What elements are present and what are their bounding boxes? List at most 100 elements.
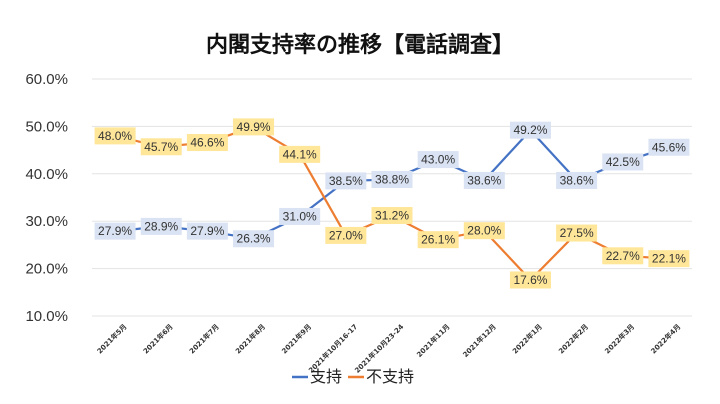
data-label-bg	[279, 145, 321, 163]
data-label-text: 44.1%	[283, 147, 317, 161]
x-tick-label: 2021年6月	[141, 322, 174, 355]
x-tick-label: 2021年12月	[461, 322, 498, 359]
data-label: 17.6%	[509, 271, 551, 289]
data-label-bg	[140, 217, 182, 235]
data-label: 38.5%	[325, 172, 367, 190]
data-label-text: 27.5%	[560, 226, 594, 240]
data-label: 38.6%	[463, 171, 505, 189]
data-label: 27.9%	[94, 222, 136, 240]
data-label-bg	[602, 247, 644, 265]
data-label-bg	[371, 207, 413, 225]
data-label-bg	[94, 222, 136, 240]
data-label: 22.1%	[648, 250, 690, 268]
data-labels: 27.9% 28.9% 27.9% 26.3% 31.0% 38.5% 38.8% 43.0%…	[94, 118, 690, 289]
x-tick-label: 2022年2月	[557, 322, 590, 355]
data-label-text: 43.0%	[421, 153, 455, 167]
y-tick-label: 40.0%	[25, 166, 68, 183]
data-label-text: 27.9%	[190, 224, 224, 238]
data-label: 38.8%	[371, 170, 413, 188]
data-label-bg	[279, 207, 321, 225]
data-label: 45.7%	[140, 138, 182, 156]
y-tick-label: 20.0%	[25, 261, 68, 278]
data-label: 26.1%	[417, 231, 459, 249]
data-label-text: 45.6%	[652, 140, 686, 154]
y-axis-ticks: 10.0% 20.0% 30.0% 40.0% 50.0% 60.0%	[25, 71, 68, 325]
data-label-text: 46.6%	[190, 136, 224, 150]
y-tick-label: 60.0%	[25, 71, 68, 88]
data-label-text: 27.9%	[98, 224, 132, 238]
legend-label: 支持	[310, 367, 342, 386]
data-label-text: 42.5%	[606, 155, 640, 169]
data-label: 26.3%	[233, 230, 275, 248]
data-label-bg	[325, 172, 367, 190]
data-label-text: 38.6%	[467, 173, 501, 187]
y-tick-label: 10.0%	[25, 308, 68, 325]
data-label-bg	[509, 271, 551, 289]
x-tick-label: 2021年7月	[187, 322, 220, 355]
legend-label: 不支持	[366, 367, 414, 386]
data-label: 27.5%	[556, 224, 598, 242]
data-label: 22.7%	[602, 247, 644, 265]
data-label-bg	[509, 121, 551, 139]
data-label-bg	[417, 231, 459, 249]
data-label-text: 28.9%	[144, 219, 178, 233]
legend-item: 不支持	[348, 367, 414, 386]
legend: 支持 不支持	[292, 367, 414, 386]
data-label: 38.6%	[556, 171, 598, 189]
data-label-text: 27.0%	[329, 228, 363, 242]
x-tick-label: 2021年9月	[280, 322, 313, 355]
data-label: 49.2%	[509, 121, 551, 139]
legend-item: 支持	[292, 367, 342, 386]
data-label-text: 26.1%	[421, 233, 455, 247]
data-label-text: 31.0%	[283, 209, 317, 223]
data-label: 46.6%	[186, 134, 228, 152]
data-label: 48.0%	[94, 127, 136, 145]
x-tick-label: 2021年8月	[233, 322, 266, 355]
data-label-text: 38.6%	[560, 173, 594, 187]
data-label-text: 28.0%	[467, 224, 501, 238]
data-label-bg	[371, 170, 413, 188]
data-label: 28.9%	[140, 217, 182, 235]
data-label: 27.9%	[186, 222, 228, 240]
y-tick-label: 50.0%	[25, 118, 68, 135]
data-label-bg	[602, 153, 644, 171]
data-label-bg	[556, 224, 598, 242]
data-label: 28.0%	[463, 222, 505, 240]
data-label-bg	[140, 138, 182, 156]
data-label-bg	[233, 230, 275, 248]
data-label-text: 38.8%	[375, 172, 409, 186]
data-label-text: 48.0%	[98, 129, 132, 143]
data-label-bg	[417, 151, 459, 169]
data-label-bg	[325, 226, 367, 244]
x-tick-label: 2021年5月	[95, 322, 128, 355]
data-label: 42.5%	[602, 153, 644, 171]
data-label-bg	[463, 222, 505, 240]
data-label-bg	[186, 134, 228, 152]
data-label: 44.1%	[279, 145, 321, 163]
x-tick-label: 2022年4月	[649, 322, 682, 355]
data-label-bg	[648, 250, 690, 268]
data-label-text: 17.6%	[513, 273, 547, 287]
data-label-text: 22.7%	[606, 249, 640, 263]
data-label-text: 22.1%	[652, 252, 686, 266]
chart-title: 内閣支持率の推移【電話調査】	[206, 32, 514, 58]
data-label: 43.0%	[417, 151, 459, 169]
data-label-text: 31.2%	[375, 209, 409, 223]
data-label: 31.2%	[371, 207, 413, 225]
data-label-text: 49.2%	[513, 123, 547, 137]
data-label-text: 26.3%	[237, 232, 271, 246]
x-tick-label: 2022年3月	[603, 322, 636, 355]
data-label-bg	[648, 138, 690, 156]
data-label-bg	[94, 127, 136, 145]
data-label-text: 38.5%	[329, 174, 363, 188]
data-label: 27.0%	[325, 226, 367, 244]
gridlines	[92, 78, 692, 317]
data-label-bg	[186, 222, 228, 240]
data-label: 31.0%	[279, 207, 321, 225]
data-label-text: 49.9%	[237, 120, 271, 134]
data-label-bg	[556, 171, 598, 189]
x-tick-label: 2022年1月	[510, 322, 543, 355]
y-tick-label: 30.0%	[25, 213, 68, 230]
